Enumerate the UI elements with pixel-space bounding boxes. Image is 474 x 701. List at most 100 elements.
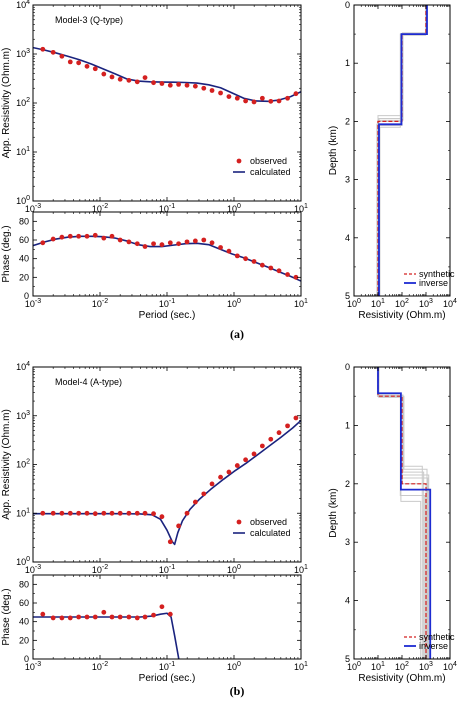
observed-point — [109, 614, 115, 620]
observed-point — [76, 614, 82, 620]
observed-point — [176, 241, 182, 247]
plot-area — [33, 232, 301, 282]
x-tick-label: 10-1 — [159, 661, 175, 672]
legend-label-calculated: calculated — [250, 167, 291, 177]
legend-label-observed: observed — [250, 517, 287, 527]
observed-point — [226, 469, 232, 475]
observed-point — [268, 436, 274, 442]
observed-point — [101, 71, 107, 77]
plot-frame — [32, 574, 302, 660]
x-tick-label: 102 — [395, 298, 409, 309]
y-tick-label: 3 — [345, 537, 350, 547]
y-tick-label: 103 — [16, 410, 30, 421]
observed-point — [293, 415, 299, 421]
observed-point — [167, 539, 173, 545]
y-tick-label: 0 — [345, 362, 350, 372]
observed-point — [285, 95, 290, 101]
observed-point — [259, 95, 265, 101]
chart-b-rho: 10-3 10-2 10-1 100 101 100 101 102 103 104 observe… — [1, 361, 308, 575]
legend-label-inverse: inverse — [419, 641, 448, 651]
observed-point — [276, 98, 282, 104]
observed-point — [76, 60, 82, 66]
y-tick-label: 104 — [16, 361, 30, 372]
chart-b-phase: 10-3 10-2 10-1 100 101 0 20 40 60 80 Period (sec.)… — [1, 574, 308, 684]
observed-point — [134, 510, 140, 516]
observed-point — [159, 514, 165, 520]
observed-point — [243, 457, 249, 463]
observed-point — [59, 234, 65, 240]
synthetic-model-line — [377, 367, 427, 659]
observed-point — [109, 510, 115, 516]
observed-point — [92, 232, 98, 238]
y-tick-label: 103 — [16, 48, 30, 59]
observed-point — [167, 82, 173, 88]
observed-point — [251, 259, 257, 264]
chart-title: Model-4 (A-type) — [55, 377, 122, 387]
observed-point — [142, 510, 148, 516]
x-tick-label: 102 — [395, 661, 409, 672]
observed-point — [184, 510, 190, 516]
observed-point — [40, 611, 46, 617]
observed-point — [209, 481, 215, 487]
observed-point — [184, 239, 190, 245]
y-tick-label: 100 — [16, 556, 30, 567]
x-tick-label: 10-3 — [25, 564, 41, 575]
observed-point — [167, 611, 173, 617]
plot-area — [33, 415, 301, 546]
observed-point — [109, 74, 115, 80]
y-tick-label: 4 — [345, 596, 350, 606]
x-tick-label: 101 — [294, 661, 308, 672]
x-tick-label: 100 — [227, 203, 241, 214]
observed-point — [192, 238, 198, 244]
axis-ticks — [32, 212, 302, 297]
observed-point — [134, 615, 140, 621]
legend-label-inverse: inverse — [419, 278, 448, 288]
x-axis-label: Resistivity (Ohm.m) — [358, 673, 445, 684]
observed-point — [117, 237, 123, 243]
observed-point — [151, 612, 156, 618]
observed-point — [243, 98, 249, 104]
observed-point — [226, 248, 232, 254]
x-axis-label: Period (sec.) — [139, 673, 196, 684]
plot-frame — [353, 4, 451, 297]
observed-point — [259, 443, 265, 449]
y-tick-label: 2 — [345, 479, 350, 489]
y-tick-label: 1 — [345, 58, 350, 68]
observed-point — [234, 463, 240, 468]
plot-frame — [32, 4, 302, 202]
legend-label-synthetic: synthetic — [419, 269, 455, 279]
plot-frame — [32, 211, 302, 297]
x-tick-label: 10-3 — [25, 298, 41, 309]
x-tick-label: 100 — [227, 298, 241, 309]
observed-point — [50, 510, 56, 516]
observed-point — [201, 237, 207, 243]
chart-a-rho: 10-3 10-2 10-1 100 101 100 101 102 103 104 observe… — [1, 0, 308, 214]
observed-point — [218, 474, 223, 480]
x-tick-label: 10-2 — [92, 203, 108, 214]
observed-point — [134, 241, 140, 247]
plot-area — [33, 46, 301, 105]
observed-point — [117, 76, 123, 82]
y-tick-label: 102 — [16, 97, 30, 108]
x-tick-label: 10-2 — [92, 661, 108, 672]
plot-frame — [353, 366, 451, 660]
x-axis-label: Period (sec.) — [139, 310, 196, 321]
observed-point — [40, 510, 46, 516]
x-tick-label: 103 — [419, 298, 433, 309]
plot-area — [376, 367, 432, 659]
x-tick-label: 10-1 — [159, 564, 175, 575]
observed-point — [184, 82, 190, 88]
y-tick-label: 0 — [345, 0, 350, 10]
observed-point — [126, 614, 132, 620]
observed-point — [117, 510, 123, 516]
observed-point — [226, 94, 232, 100]
observed-point — [109, 233, 115, 239]
plot-area — [376, 5, 428, 296]
observed-point — [234, 95, 240, 101]
observed-point — [76, 233, 82, 239]
y-tick-label: 60 — [19, 598, 29, 608]
